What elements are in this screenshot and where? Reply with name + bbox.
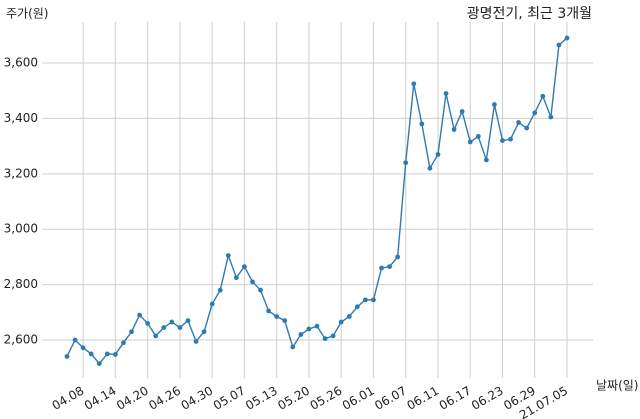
price-point — [242, 264, 247, 270]
price-point — [346, 314, 352, 319]
x-tick-label: 04.08 — [50, 384, 87, 413]
price-point — [282, 318, 288, 324]
price-point — [129, 329, 134, 335]
price-point — [153, 333, 159, 339]
price-point — [169, 319, 175, 325]
price-point — [483, 157, 489, 163]
price-point — [395, 254, 401, 260]
price-point — [564, 35, 570, 41]
price-point — [459, 109, 465, 114]
price-point — [80, 345, 86, 351]
price-point — [556, 42, 562, 48]
y-tick-label: 3,600 — [4, 56, 38, 70]
price-point — [354, 304, 360, 310]
price-point — [290, 344, 296, 350]
price-point — [443, 91, 449, 96]
y-tick-label: 3,000 — [4, 222, 38, 236]
price-point — [330, 333, 336, 339]
price-point — [403, 160, 409, 166]
price-point — [516, 120, 522, 125]
price-point — [104, 351, 110, 357]
x-tick-label: 06.23 — [469, 384, 506, 413]
price-point — [258, 287, 263, 293]
price-point — [274, 314, 280, 319]
price-point — [435, 152, 441, 157]
x-tick-label: 05.07 — [211, 384, 248, 413]
price-point — [371, 297, 376, 303]
x-tick-label: 05.26 — [308, 384, 345, 413]
price-point — [298, 332, 304, 337]
price-point — [201, 329, 207, 335]
x-tick-label: 06.17 — [437, 384, 474, 413]
price-point — [121, 340, 126, 346]
x-tick-label: 04.26 — [146, 384, 183, 413]
y-tick-label: 3,200 — [4, 166, 38, 180]
price-point — [508, 136, 513, 142]
price-point — [451, 127, 457, 132]
x-tick-label: 04.14 — [82, 384, 119, 413]
price-point — [177, 325, 183, 330]
price-point — [322, 336, 328, 342]
price-point — [314, 323, 320, 329]
x-tick-label: 06.11 — [404, 384, 441, 413]
price-point — [217, 287, 223, 293]
price-point — [112, 352, 118, 357]
chart-title: 광명전기, 최근 3개월 — [467, 6, 592, 22]
price-point — [306, 326, 312, 332]
price-point — [379, 265, 384, 271]
price-point — [338, 319, 344, 325]
price-point — [419, 121, 425, 127]
x-tick-label: 04.20 — [114, 384, 151, 413]
price-point — [209, 301, 215, 307]
price-point — [161, 325, 167, 330]
price-point — [88, 351, 94, 357]
price-point — [137, 312, 142, 318]
price-point — [233, 275, 239, 281]
price-point — [524, 125, 530, 131]
x-tick-label: 05.20 — [275, 384, 312, 413]
x-axis-label: 날짜(일) — [596, 379, 638, 393]
price-point — [193, 339, 199, 344]
price-point — [362, 297, 368, 303]
price-point — [250, 279, 255, 285]
price-point — [96, 361, 102, 366]
x-tick-label: 04.30 — [179, 384, 216, 413]
y-tick-label: 2,600 — [4, 333, 38, 347]
price-point — [411, 81, 417, 87]
price-point — [467, 139, 473, 145]
price-point — [64, 353, 70, 359]
y-axis-label: 주가(원) — [6, 7, 48, 21]
y-tick-label: 3,400 — [4, 111, 38, 125]
price-point — [540, 93, 546, 99]
price-point — [225, 253, 231, 258]
price-point — [387, 264, 392, 270]
price-point — [475, 134, 481, 139]
price-point — [427, 165, 433, 171]
price-point — [185, 318, 191, 324]
price-point — [72, 337, 78, 343]
price-point — [500, 138, 505, 143]
price-line — [66, 37, 568, 365]
price-point — [532, 110, 538, 116]
x-tick-label: 06.07 — [372, 384, 409, 413]
price-point — [492, 102, 497, 107]
x-tick-label: 06.01 — [340, 384, 377, 413]
price-point — [266, 308, 272, 314]
price-point — [145, 321, 151, 326]
price-point — [548, 114, 554, 120]
x-tick-label: 05.13 — [243, 384, 280, 413]
y-tick-label: 2,800 — [4, 277, 38, 291]
